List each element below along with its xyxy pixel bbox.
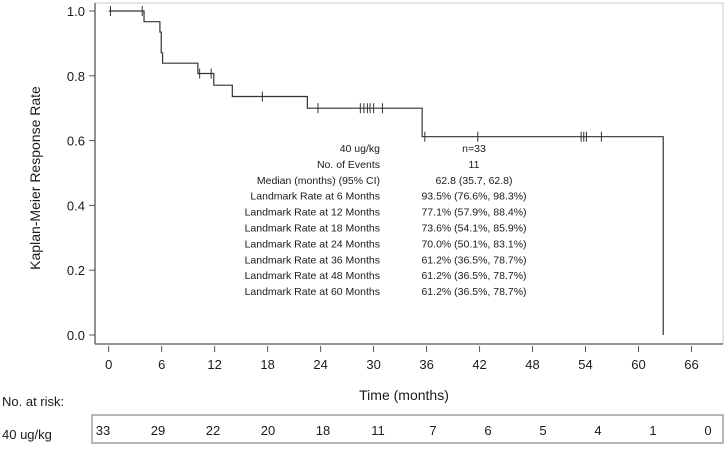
y-tick-label: 0.2 bbox=[67, 263, 85, 278]
stats-row-label: No. of Events bbox=[317, 159, 380, 171]
x-tick-label: 54 bbox=[578, 357, 592, 372]
x-tick-label: 42 bbox=[472, 357, 486, 372]
stats-row-value: 62.8 (35.7, 62.8) bbox=[435, 175, 512, 187]
stats-row-value: 61.2% (36.5%, 78.7%) bbox=[421, 270, 526, 282]
stats-row-value: 11 bbox=[469, 159, 480, 171]
x-tick-label: 66 bbox=[684, 357, 698, 372]
stats-row-label: Landmark Rate at 12 Months bbox=[245, 207, 380, 219]
x-tick-label: 36 bbox=[419, 357, 433, 372]
stats-row-label: Landmark Rate at 6 Months bbox=[250, 191, 380, 203]
at-risk-value: 29 bbox=[151, 423, 165, 438]
at-risk-table: No. at risk: 40 ug/kg 33 29 22 20 18 11 7 6 5 4 1 0 bbox=[2, 394, 724, 444]
stats-row-value: 93.5% (76.6%, 98.3%) bbox=[421, 191, 526, 203]
km-curve-series bbox=[108, 10, 664, 335]
x-tick-label: 60 bbox=[631, 357, 645, 372]
plot-frame bbox=[94, 2, 724, 345]
x-tick-label: 48 bbox=[525, 357, 539, 372]
at-risk-box bbox=[91, 414, 724, 444]
stats-row-value: 73.6% (54.1%, 85.9%) bbox=[421, 223, 526, 235]
y-tick-label: 0.8 bbox=[67, 69, 85, 84]
stats-row-label: Median (months) (95% CI) bbox=[257, 175, 380, 187]
at-risk-value: 22 bbox=[206, 423, 220, 438]
stats-row-value: 77.1% (57.9%, 88.4%) bbox=[421, 207, 526, 219]
at-risk-value: 20 bbox=[261, 423, 275, 438]
stats-row-label: Landmark Rate at 60 Months bbox=[245, 286, 380, 298]
stats-row-value: 61.2% (36.5%, 78.7%) bbox=[421, 286, 526, 298]
stats-row-value: 61.2% (36.5%, 78.7%) bbox=[421, 254, 526, 266]
at-risk-value: 11 bbox=[371, 423, 385, 438]
y-tick-label: 1.0 bbox=[67, 4, 85, 19]
at-risk-value: 18 bbox=[316, 423, 330, 438]
x-tick-label: 6 bbox=[158, 357, 165, 372]
stats-row-label: Landmark Rate at 36 Months bbox=[245, 254, 380, 266]
stats-row-label: Landmark Rate at 18 Months bbox=[245, 223, 380, 235]
censor-marks bbox=[109, 6, 602, 142]
at-risk-value: 0 bbox=[704, 423, 711, 438]
x-axis-title: Time (months) bbox=[359, 387, 449, 403]
y-axis-title: Kaplan-Meier Response Rate bbox=[27, 86, 43, 270]
at-risk-value: 6 bbox=[484, 423, 491, 438]
x-tick-label: 18 bbox=[260, 357, 274, 372]
stats-table: 40 ug/kg n=33 No. of Events 11 Median (month… bbox=[245, 143, 527, 298]
plot-border bbox=[94, 2, 724, 345]
y-tick-label: 0.4 bbox=[67, 198, 85, 213]
stats-row-label: Landmark Rate at 24 Months bbox=[245, 238, 380, 250]
at-risk-value: 1 bbox=[649, 423, 656, 438]
y-axis-ticks: 0.0 0.2 0.4 0.6 0.8 1.0 bbox=[67, 4, 95, 343]
x-tick-label: 24 bbox=[313, 357, 327, 372]
x-axis-ticks: 0 6 12 18 24 30 36 42 48 54 60 66 bbox=[105, 346, 699, 372]
stats-header-label: 40 ug/kg bbox=[340, 143, 380, 155]
at-risk-title: No. at risk: bbox=[2, 394, 64, 409]
x-tick-label: 30 bbox=[366, 357, 380, 372]
stats-header-value: n=33 bbox=[462, 143, 486, 155]
x-tick-label: 0 bbox=[105, 357, 112, 372]
at-risk-value: 7 bbox=[429, 423, 436, 438]
km-curve-line bbox=[108, 10, 664, 335]
at-risk-value: 33 bbox=[96, 423, 110, 438]
y-tick-label: 0.6 bbox=[67, 134, 85, 149]
x-tick-label: 12 bbox=[207, 357, 221, 372]
stats-row-value: 70.0% (50.1%, 83.1%) bbox=[421, 238, 526, 250]
at-risk-group-label: 40 ug/kg bbox=[2, 427, 52, 442]
at-risk-value: 5 bbox=[539, 423, 546, 438]
stats-row-label: Landmark Rate at 48 Months bbox=[245, 270, 380, 282]
y-tick-label: 0.0 bbox=[67, 328, 85, 343]
at-risk-value: 4 bbox=[594, 423, 601, 438]
